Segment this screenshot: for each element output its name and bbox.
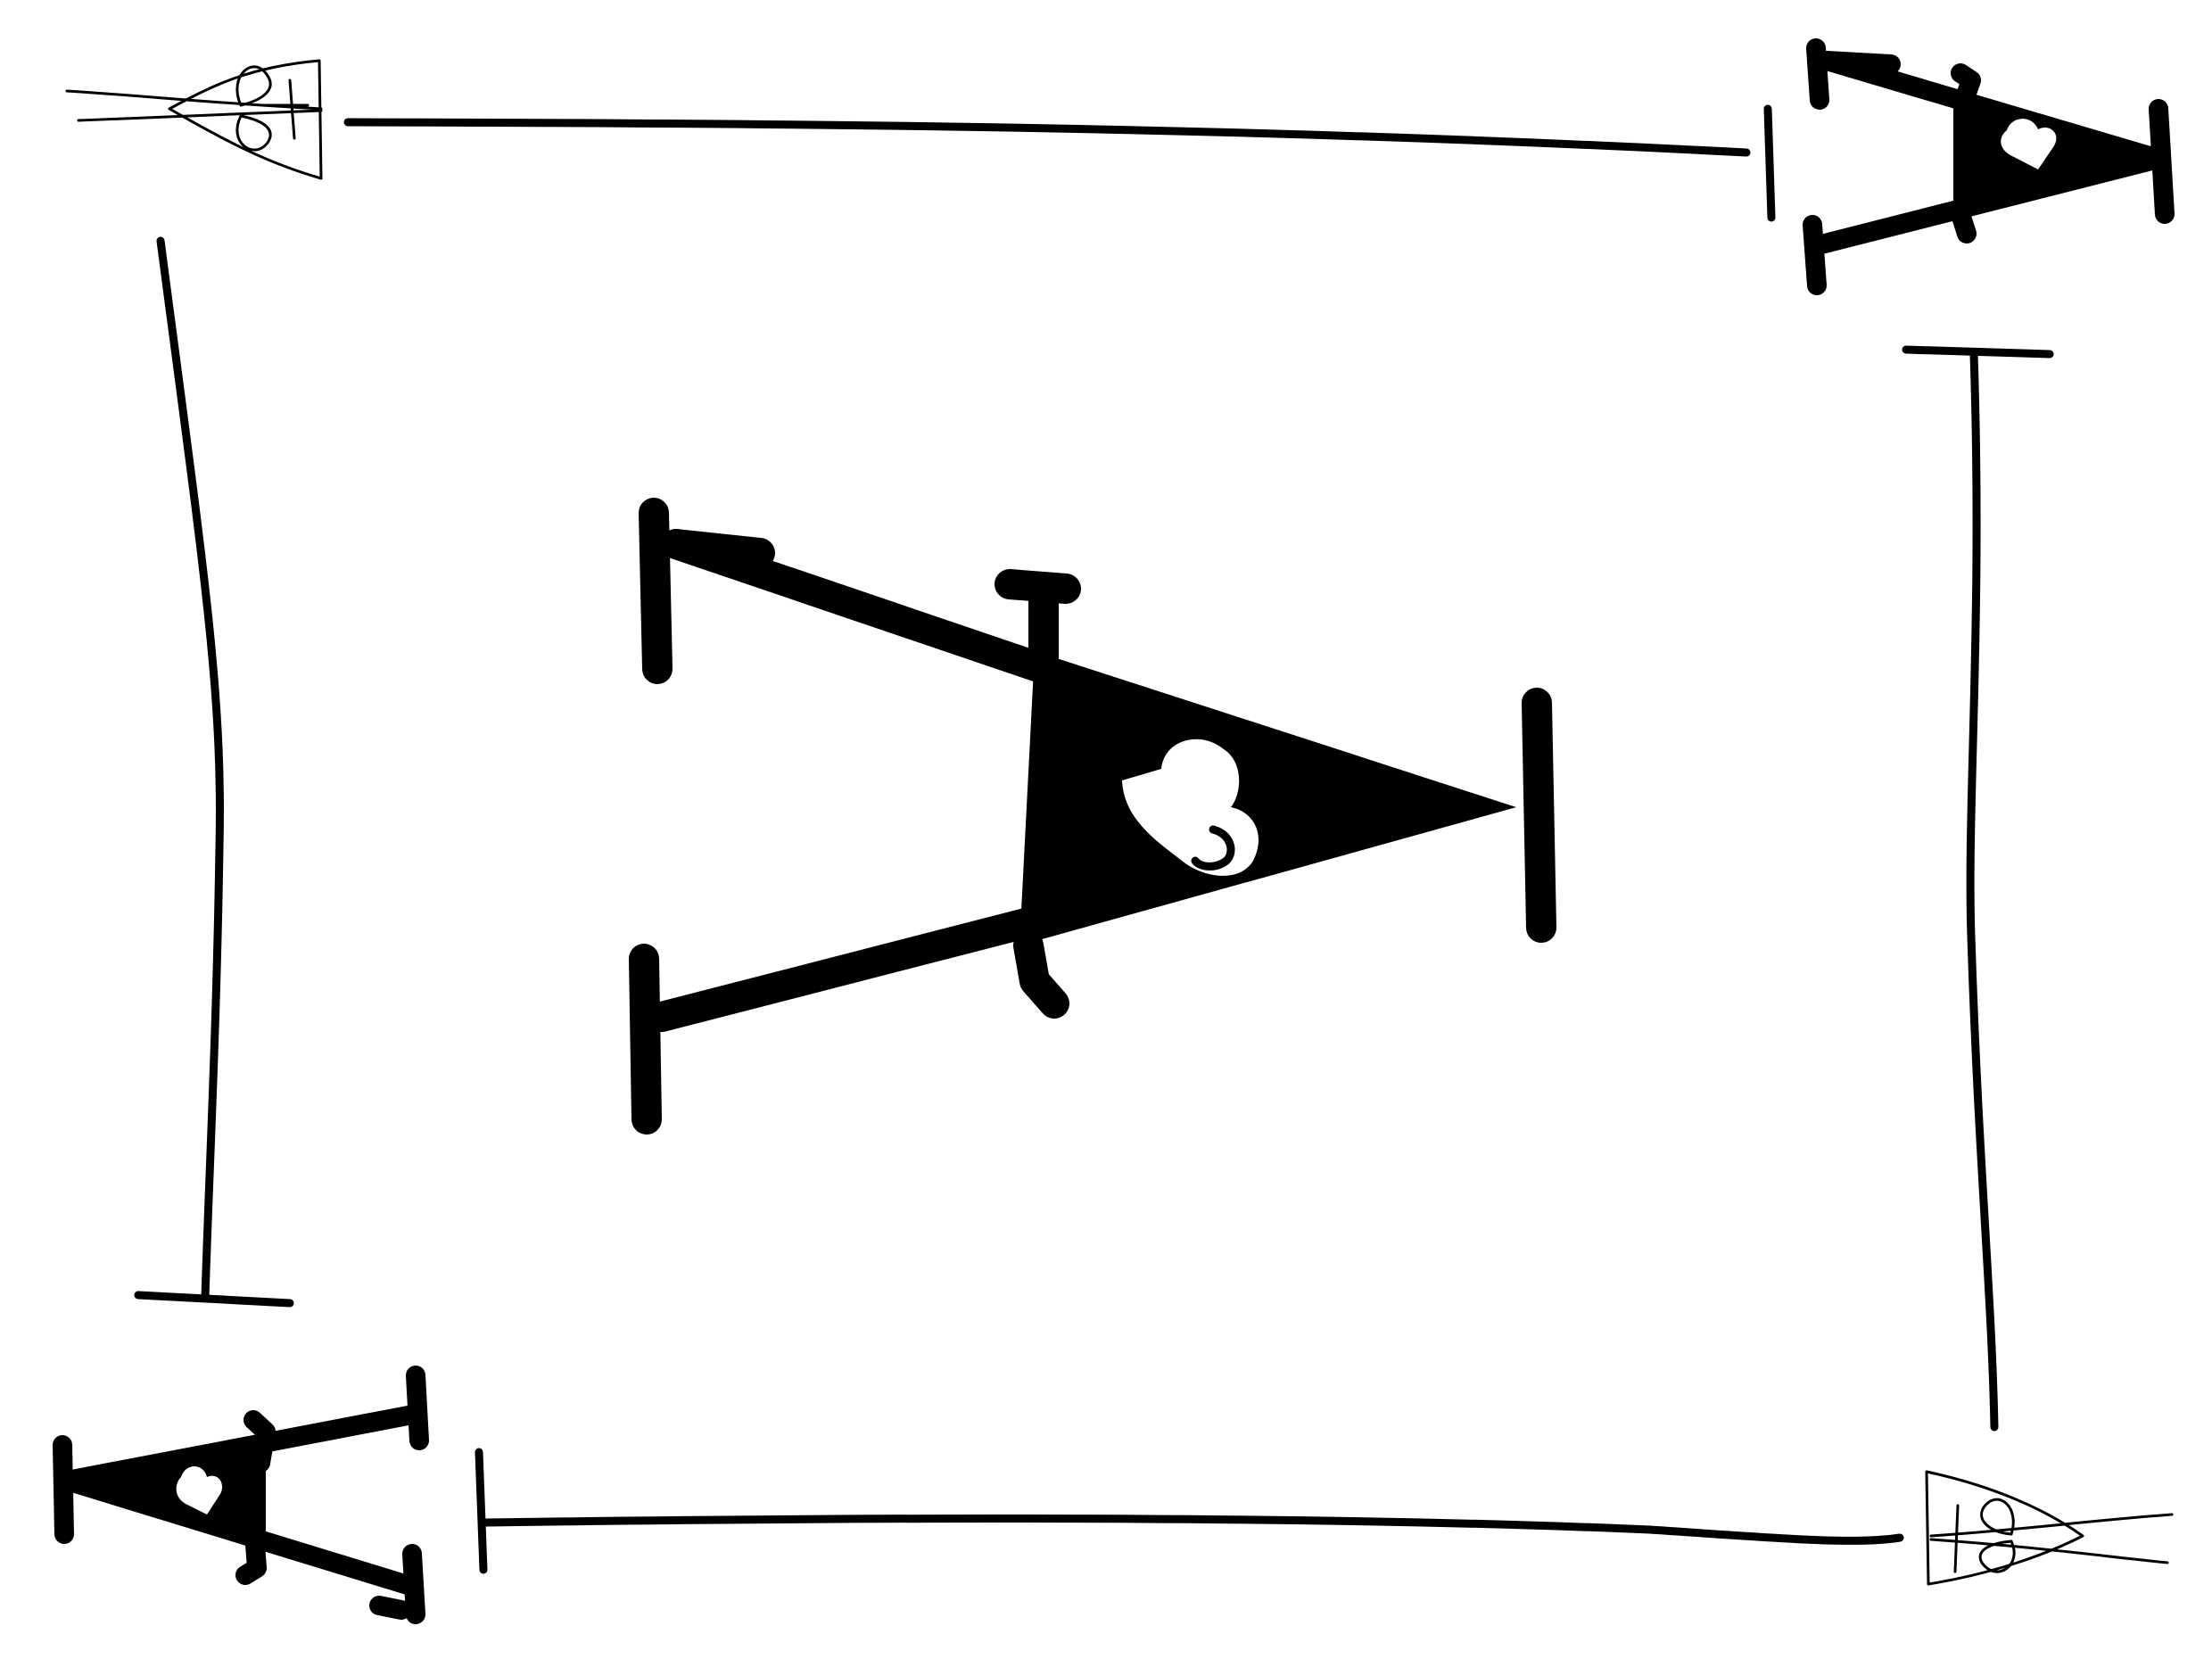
large-letter-a-icon [629,498,1556,1135]
right-border-line [1966,350,1999,1432]
top-border-end-cap [1763,104,1776,222]
left-border-end-cap [134,1291,294,1308]
right-border-end-cap [1902,345,2054,359]
bottom-border-line [482,1514,1904,1545]
bottom-border-end-cap [475,1448,488,1574]
card-border [134,104,2054,1574]
heart-icon [176,1466,223,1515]
small-letter-a-icon-bottom-left [53,1366,429,1624]
left-border-line [156,236,224,1302]
top-border-line [343,118,1751,157]
heart-icon [2001,119,2057,169]
heart-icon [1122,739,1259,876]
outline-spade-arrow-icon [65,59,323,180]
small-letter-a-icon-top-right [1803,38,2175,295]
outline-spade-arrow-icon [1925,1470,2174,1586]
